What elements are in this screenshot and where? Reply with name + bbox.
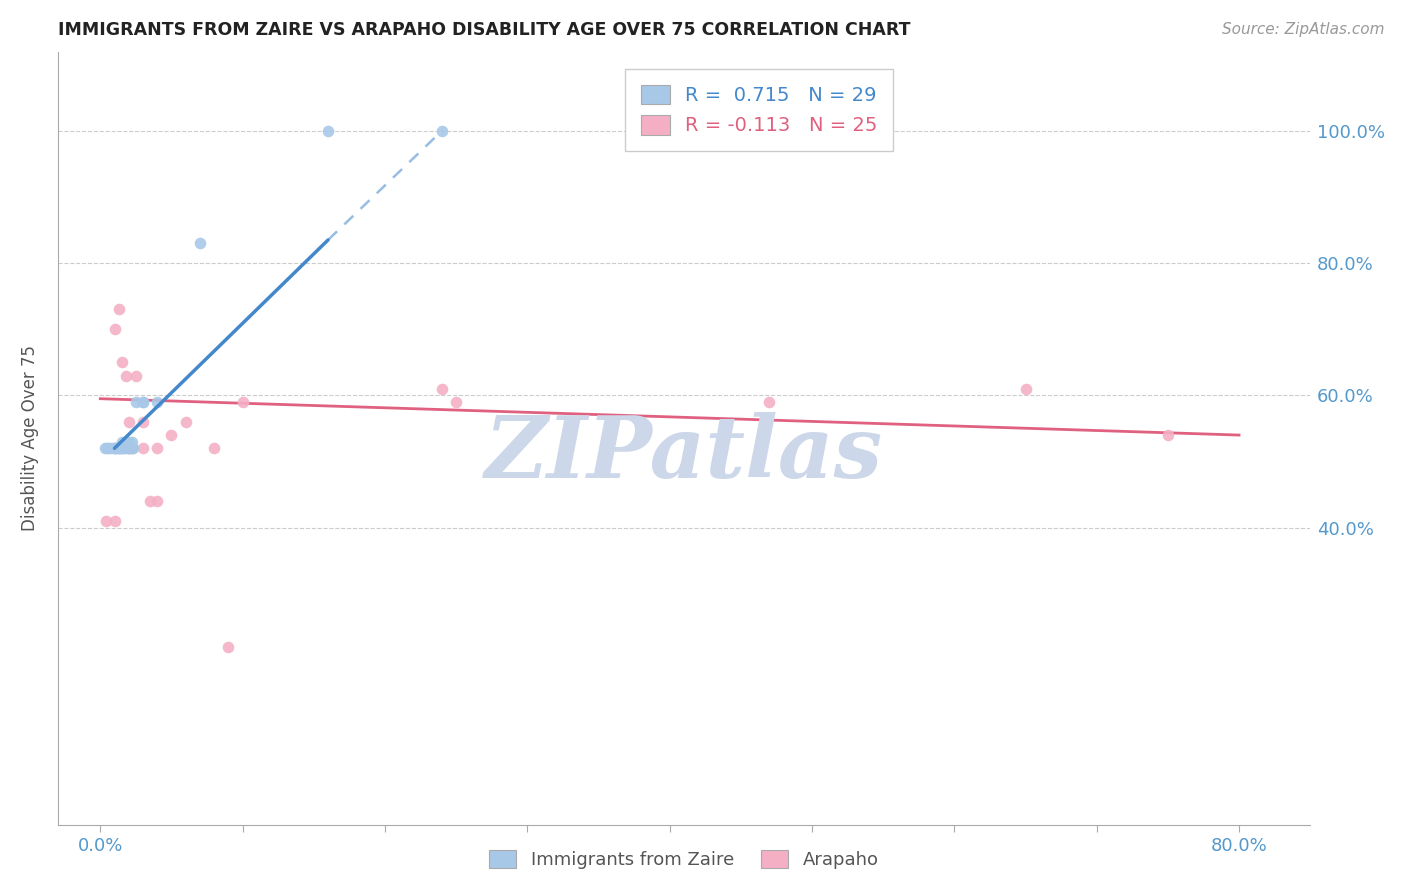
- Text: Source: ZipAtlas.com: Source: ZipAtlas.com: [1222, 22, 1385, 37]
- Point: [103, 442, 125, 456]
- Point: [139, 494, 162, 508]
- Point: [174, 415, 197, 429]
- Point: [103, 442, 125, 456]
- Point: [316, 124, 339, 138]
- Text: IMMIGRANTS FROM ZAIRE VS ARAPAHO DISABILITY AGE OVER 75 CORRELATION CHART: IMMIGRANTS FROM ZAIRE VS ARAPAHO DISABIL…: [58, 21, 910, 39]
- Point: [107, 442, 129, 456]
- Point: [160, 428, 183, 442]
- Point: [105, 442, 128, 456]
- Point: [111, 442, 134, 456]
- Point: [146, 494, 169, 508]
- Point: [100, 442, 122, 456]
- Legend: Immigrants from Zaire, Arapaho: Immigrants from Zaire, Arapaho: [481, 841, 887, 878]
- Point: [114, 442, 136, 456]
- Point: [132, 395, 155, 409]
- Point: [202, 442, 225, 456]
- Point: [758, 395, 780, 409]
- Point: [125, 368, 148, 383]
- Point: [115, 442, 138, 456]
- Point: [111, 434, 134, 449]
- Point: [118, 415, 141, 429]
- Point: [132, 442, 155, 456]
- Point: [121, 434, 143, 449]
- Point: [118, 434, 141, 449]
- Point: [444, 395, 467, 409]
- Point: [232, 395, 254, 409]
- Point: [93, 442, 115, 456]
- Point: [112, 442, 135, 456]
- Point: [125, 395, 148, 409]
- Point: [121, 442, 143, 456]
- Point: [217, 640, 239, 654]
- Point: [118, 442, 141, 456]
- Point: [188, 236, 211, 251]
- Point: [103, 322, 125, 336]
- Text: ZIPatlas: ZIPatlas: [485, 412, 883, 496]
- Point: [107, 302, 129, 317]
- Point: [96, 442, 118, 456]
- Point: [115, 368, 138, 383]
- Point: [103, 442, 125, 456]
- Point: [122, 442, 145, 456]
- Point: [146, 395, 169, 409]
- Point: [97, 442, 120, 456]
- Point: [107, 442, 129, 456]
- Point: [1157, 428, 1180, 442]
- Point: [94, 514, 117, 528]
- Point: [118, 442, 141, 456]
- Point: [430, 124, 453, 138]
- Point: [121, 442, 143, 456]
- Point: [132, 415, 155, 429]
- Point: [1014, 382, 1036, 396]
- Point: [110, 442, 132, 456]
- Y-axis label: Disability Age Over 75: Disability Age Over 75: [21, 345, 39, 532]
- Point: [430, 382, 453, 396]
- Point: [146, 442, 169, 456]
- Point: [132, 395, 155, 409]
- Point: [103, 514, 125, 528]
- Point: [118, 442, 141, 456]
- Point: [111, 355, 134, 369]
